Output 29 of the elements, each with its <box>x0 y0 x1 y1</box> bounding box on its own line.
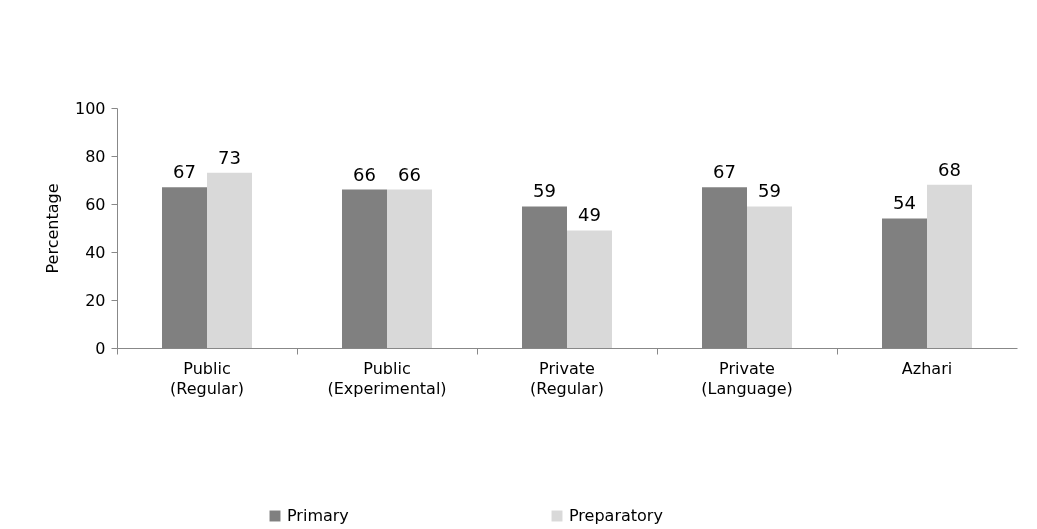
y-tick-label: 20 <box>85 290 106 310</box>
bar <box>747 206 792 348</box>
data-label: 59 <box>533 180 556 202</box>
y-tick-label: 60 <box>85 194 106 214</box>
data-label: 67 <box>173 161 196 183</box>
legend-label: Preparatory <box>569 506 663 525</box>
data-label: 66 <box>398 163 421 185</box>
data-label: 59 <box>758 180 781 202</box>
data-label: 49 <box>578 204 601 226</box>
bar <box>567 230 612 348</box>
y-tick-label: 100 <box>74 98 106 118</box>
y-axis-title: Percentage <box>42 183 62 274</box>
bar <box>207 172 252 348</box>
y-tick-label: 80 <box>85 146 106 166</box>
y-tick-label: 40 <box>85 242 106 262</box>
x-tick-label: Azhari <box>901 358 953 378</box>
legend-label: Primary <box>287 506 349 525</box>
bar <box>387 189 432 348</box>
data-label: 73 <box>218 146 241 168</box>
data-label: 68 <box>938 158 961 180</box>
x-tick-label: Private (Regular) <box>530 358 604 398</box>
y-tick-label: 0 <box>95 338 106 358</box>
x-tick-label: Public (Regular) <box>170 358 244 398</box>
data-label: 54 <box>893 192 916 214</box>
data-label: 66 <box>353 163 376 185</box>
bar <box>927 184 972 348</box>
data-label: 67 <box>713 161 736 183</box>
x-tick-label: Private (Language) <box>701 358 793 398</box>
x-tick-label: Public (Experimental) <box>327 358 447 398</box>
